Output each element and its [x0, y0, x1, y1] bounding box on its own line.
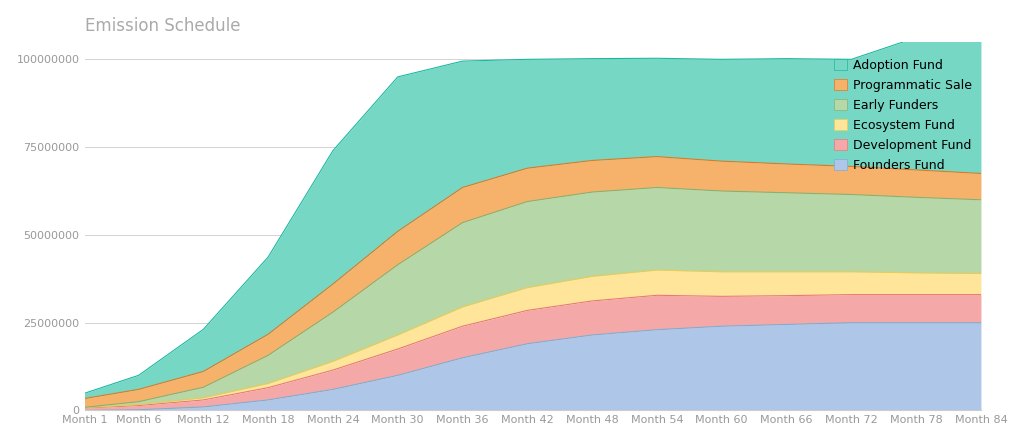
Legend: Adoption Fund, Programmatic Sale, Early Funders, Ecosystem Fund, Development Fun: Adoption Fund, Programmatic Sale, Early …: [830, 55, 976, 175]
Text: Emission Schedule: Emission Schedule: [85, 17, 240, 34]
